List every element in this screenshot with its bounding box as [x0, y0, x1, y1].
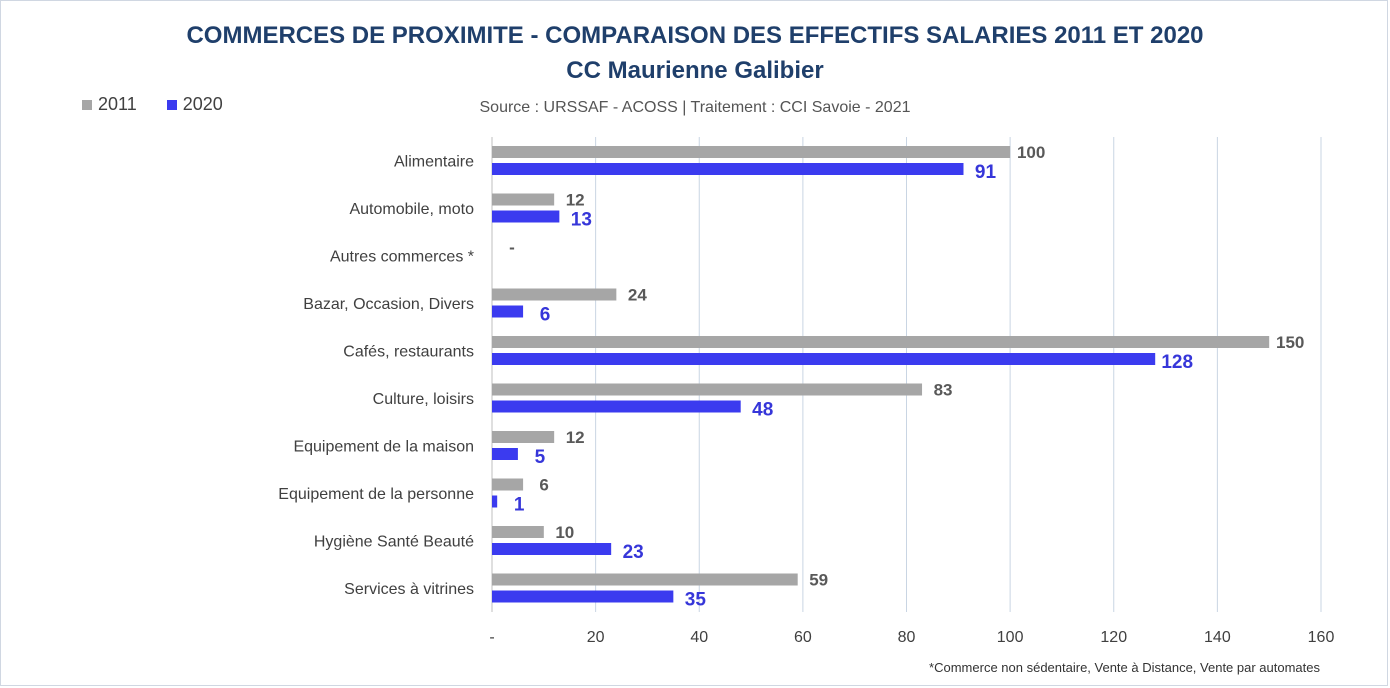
legend: 2011 2020	[82, 94, 223, 115]
chart-subtitle: CC Maurienne Galibier	[566, 57, 824, 84]
legend-item-2020: 2020	[166, 94, 223, 115]
data-label-2020: 1	[514, 495, 525, 516]
bar-2011	[492, 383, 923, 396]
data-label-2020: 35	[685, 590, 707, 611]
bar-2020	[492, 305, 524, 318]
category-label: Equipement de la maison	[293, 439, 474, 456]
data-label-2020: 5	[535, 447, 546, 468]
x-tick-label: 80	[898, 629, 916, 646]
legend-item-2011: 2011	[82, 94, 137, 115]
data-label-2011: 12	[566, 191, 585, 210]
legend-label-2011: 2011	[98, 94, 137, 114]
data-label-2020: 128	[1161, 352, 1193, 373]
bar-2020	[492, 543, 612, 555]
category-label: Alimentaire	[394, 154, 474, 171]
category-label: Automobile, moto	[349, 201, 474, 218]
x-tick-label: 140	[1204, 629, 1231, 646]
data-label-2020: 6	[540, 305, 551, 326]
x-tick-label: 120	[1100, 629, 1127, 646]
data-label-2011: 59	[809, 571, 828, 590]
bar-2011	[492, 526, 544, 538]
bar-2011	[492, 288, 617, 301]
data-label-2011: 83	[934, 381, 953, 400]
x-tick-label: -	[489, 629, 494, 646]
category-label: Autres commerces *	[330, 249, 474, 266]
category-label: Services à vitrines	[344, 581, 474, 598]
data-label-2020: 23	[623, 542, 644, 563]
legend-swatch-2020	[166, 99, 177, 110]
data-label-2011: 100	[1017, 143, 1045, 162]
data-label-2011: 150	[1276, 333, 1304, 352]
data-label-2011: 24	[628, 286, 647, 305]
category-label: Hygiène Santé Beauté	[314, 534, 474, 551]
data-label-2020: 13	[571, 210, 592, 231]
legend-label-2020: 2020	[182, 94, 223, 114]
x-tick-label: 60	[794, 629, 812, 646]
x-tick-label: 40	[690, 629, 708, 646]
bar-2011	[492, 573, 798, 586]
bar-2011	[492, 336, 1270, 348]
bar-2020	[492, 495, 498, 508]
bar-2020	[492, 353, 1156, 365]
bar-2020	[492, 210, 560, 223]
bar-2020	[492, 590, 674, 603]
bar-2011	[492, 193, 555, 206]
x-tick-label: 20	[587, 629, 605, 646]
legend-swatch-2011	[82, 99, 92, 110]
data-label-2011: 10	[555, 523, 574, 542]
category-label: Culture, loisirs	[373, 391, 474, 408]
chart-title: COMMERCES DE PROXIMITE - COMPARAISON DES…	[186, 22, 1204, 49]
data-label-2011: 6	[539, 476, 548, 495]
bar-2020	[492, 448, 518, 460]
category-label: Cafés, restaurants	[343, 344, 474, 361]
data-label-2011: 12	[566, 428, 585, 447]
data-label-2020: 91	[975, 162, 997, 183]
bar-2020	[492, 400, 741, 413]
category-label: Equipement de la personne	[278, 486, 474, 503]
bar-2011	[492, 478, 524, 491]
data-label-2011: -	[509, 238, 515, 257]
bar-2020	[492, 163, 964, 175]
chart-footnote: *Commerce non sédentaire, Vente à Distan…	[929, 660, 1320, 675]
bar-2011	[492, 146, 1011, 158]
x-tick-label: 160	[1308, 629, 1335, 646]
category-label: Bazar, Occasion, Divers	[303, 296, 474, 313]
bar-2011	[492, 431, 555, 443]
chart-source: Source : URSSAF - ACOSS | Traitement : C…	[479, 99, 911, 116]
x-tick-label: 100	[997, 629, 1024, 646]
data-label-2020: 48	[752, 400, 773, 421]
